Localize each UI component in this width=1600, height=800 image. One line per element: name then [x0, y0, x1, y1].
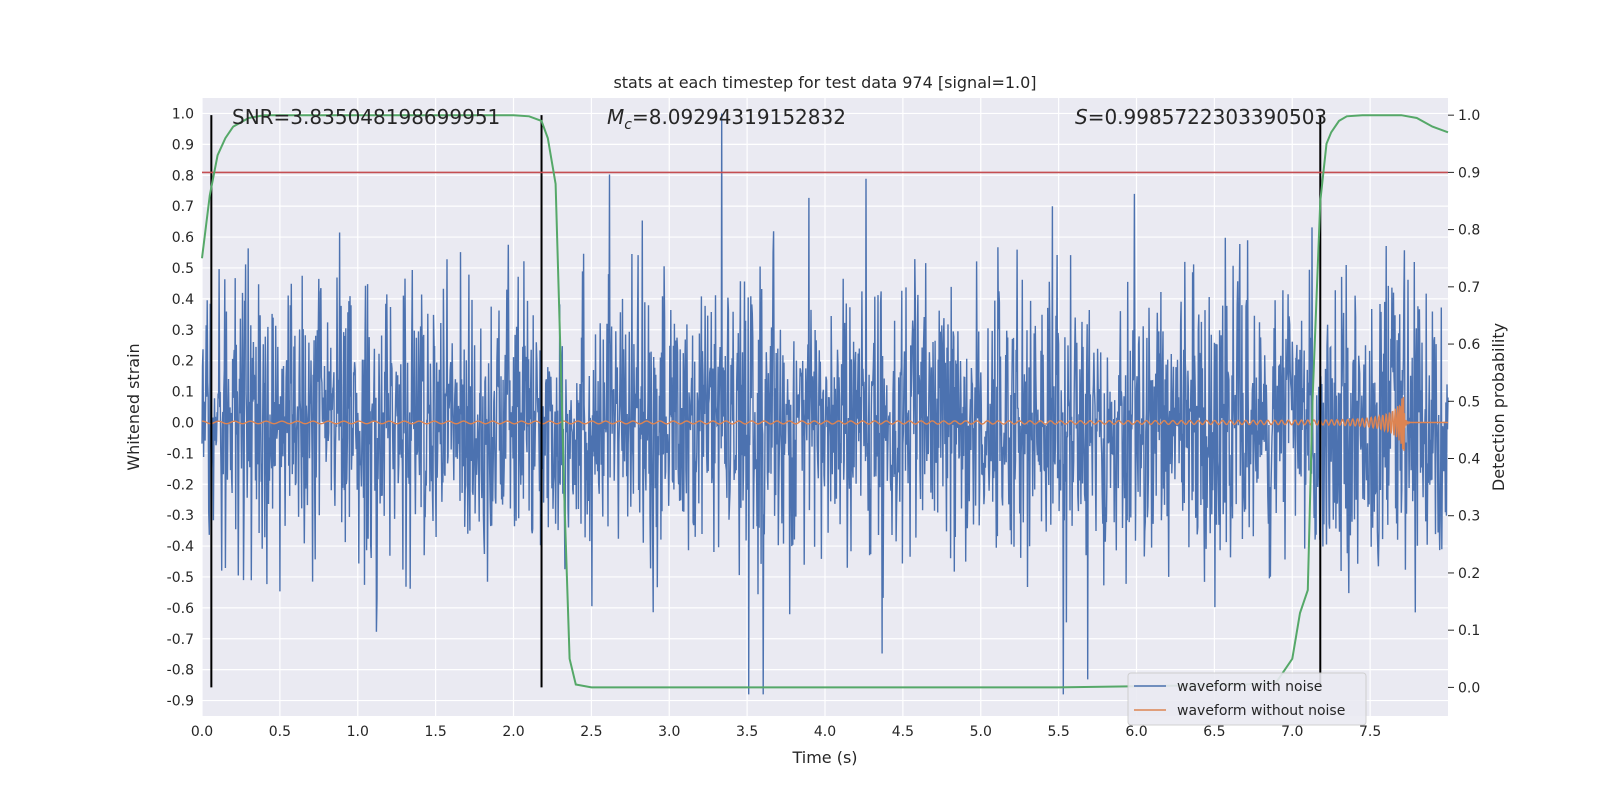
legend-box [1127, 672, 1367, 726]
y-tick-7: 0.3 [172, 323, 194, 339]
y2-tick-10: 0.0 [1458, 680, 1480, 696]
score-symbol: S [1075, 105, 1088, 129]
y2-tick-8: 0.2 [1458, 566, 1480, 582]
x-tick-10: 5.0 [970, 724, 992, 740]
score-value: =0.9985722303390503 [1088, 105, 1327, 129]
y-tick-11: -0.1 [167, 446, 194, 462]
y-tick-5: 0.5 [172, 261, 194, 277]
y2-tick-4: 0.6 [1458, 337, 1480, 353]
x-tick-5: 2.5 [580, 724, 602, 740]
y-tick-6: 0.4 [172, 292, 194, 308]
x-axis-label: Time (s) [791, 748, 857, 767]
x-axis-ticks: 0.0 0.5 1.0 1.5 2.0 2.5 3.0 3.5 4.0 4.5 5.0 5.5 6.0 6… [191, 724, 1381, 740]
y2-tick-0: 1.0 [1458, 108, 1480, 124]
y2-tick-7: 0.3 [1458, 509, 1480, 525]
y-tick-15: -0.5 [167, 570, 194, 586]
y-tick-18: -0.8 [167, 663, 194, 679]
x-tick-6: 3.0 [658, 724, 680, 740]
legend-label-noise: waveform with noise [1177, 679, 1322, 695]
chart-title: stats at each timestep for test data 974… [613, 73, 1036, 92]
x-tick-4: 2.0 [502, 724, 524, 740]
chirp-mass-value: =8.09294319152832 [632, 105, 846, 129]
chirp-mass-symbol: M [607, 105, 624, 129]
x-tick-2: 1.0 [347, 724, 369, 740]
x-tick-7: 3.5 [736, 724, 758, 740]
y-tick-1: 0.9 [172, 137, 194, 153]
y-tick-17: -0.7 [167, 632, 194, 648]
series-waveform-with-noise [201, 113, 1449, 695]
y2-tick-1: 0.9 [1458, 165, 1480, 181]
y-tick-2: 0.8 [172, 168, 194, 184]
x-tick-3: 1.5 [424, 724, 446, 740]
x-tick-9: 4.5 [892, 724, 914, 740]
y-tick-3: 0.7 [172, 199, 194, 215]
snr-annotation: SNR=3.835048198699951 [232, 105, 500, 129]
x-tick-13: 6.5 [1203, 724, 1225, 740]
y2-tick-2: 0.8 [1458, 223, 1480, 239]
x-tick-0: 0.0 [191, 724, 213, 740]
series-detection-probability [201, 114, 1449, 689]
noise-line [201, 113, 1449, 695]
y-tick-8: 0.2 [172, 354, 194, 370]
x-tick-14: 7.0 [1281, 724, 1303, 740]
y-axis-left-ticks: 1.0 0.9 0.8 0.7 0.6 0.5 0.4 0.3 0.2 0.1 0.0 -0.1 -0.… [167, 106, 194, 709]
legend-label-clean: waveform without noise [1177, 703, 1345, 719]
y-tick-4: 0.6 [172, 230, 194, 246]
y2-tick-5: 0.5 [1458, 394, 1480, 410]
chirp-mass-subscript: c [624, 117, 632, 133]
y-axis-right-ticks: 1.0 0.9 0.8 0.7 0.6 0.5 0.4 0.3 0.2 0.1 0.0 [1448, 108, 1480, 696]
y-tick-13: -0.3 [167, 508, 194, 524]
x-tick-12: 6.0 [1125, 724, 1147, 740]
x-tick-1: 0.5 [269, 724, 291, 740]
y2-axis-label: Detection probability [1489, 323, 1508, 491]
x-tick-15: 7.5 [1359, 724, 1381, 740]
y2-tick-6: 0.4 [1458, 452, 1480, 468]
clean-line [201, 396, 1449, 451]
y2-tick-9: 0.1 [1458, 623, 1480, 639]
y-tick-14: -0.4 [167, 539, 194, 555]
y-tick-0: 1.0 [172, 106, 194, 122]
x-tick-11: 5.5 [1047, 724, 1069, 740]
y-axis-label: Whitened strain [124, 343, 143, 470]
y-tick-10: 0.0 [172, 415, 194, 431]
y-tick-16: -0.6 [167, 601, 194, 617]
x-tick-8: 4.0 [814, 724, 836, 740]
series-waveform-without-noise [201, 396, 1449, 451]
y-tick-9: 0.1 [172, 385, 194, 401]
score-annotation: S=0.9985722303390503 [1075, 105, 1327, 129]
chirp-mass-annotation: Mc=8.09294319152832 [607, 105, 846, 133]
legend: waveform with noise waveform without noi… [1127, 672, 1367, 726]
y-tick-19: -0.9 [167, 694, 194, 710]
y2-tick-3: 0.7 [1458, 280, 1480, 296]
y-tick-12: -0.2 [167, 477, 194, 493]
probability-line [201, 114, 1449, 689]
